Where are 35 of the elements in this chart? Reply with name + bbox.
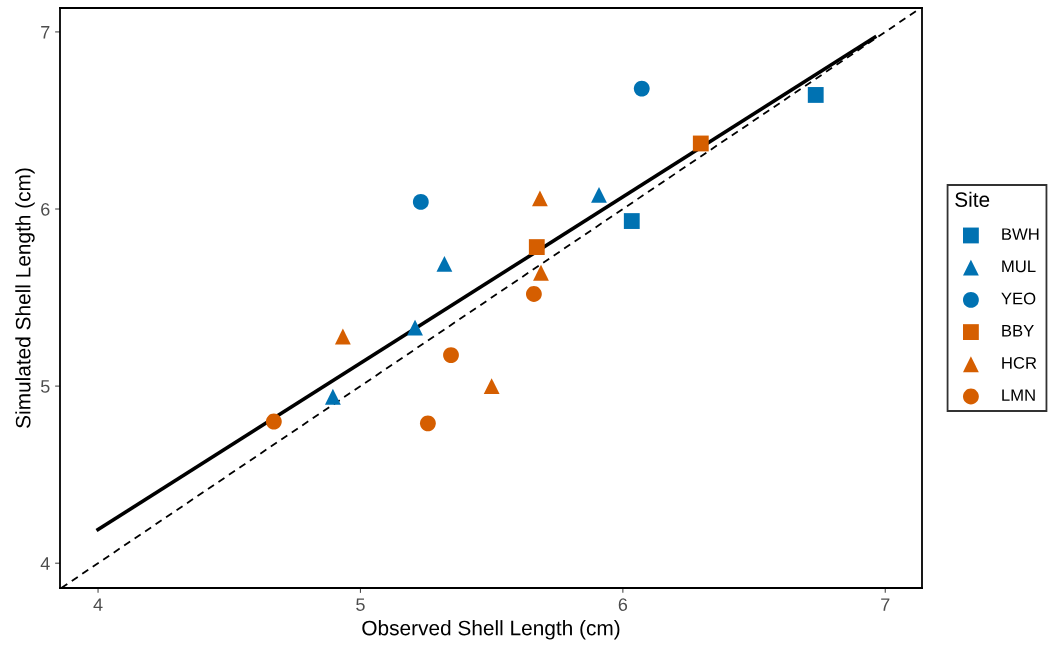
legend-label: HCR xyxy=(1002,357,1037,369)
y-tick-label: 6 xyxy=(41,202,50,216)
point xyxy=(692,135,709,152)
legend-label: BBY xyxy=(1002,324,1034,337)
legend-label: YEO xyxy=(1001,292,1036,305)
x-tick-label: 4 xyxy=(93,598,103,611)
point xyxy=(532,190,548,207)
point xyxy=(483,378,500,395)
x-axis-title: Observed Shell Length (cm) xyxy=(362,620,620,640)
point xyxy=(334,328,351,345)
point xyxy=(419,415,436,432)
y-tick-label: 7 xyxy=(41,26,50,39)
point xyxy=(528,239,545,255)
point xyxy=(525,286,542,302)
point xyxy=(443,347,459,364)
point xyxy=(633,80,650,97)
x-tick-label: 5 xyxy=(356,598,365,611)
y-tick-label: 4 xyxy=(40,557,50,570)
point xyxy=(407,319,423,336)
x-tick-label: 7 xyxy=(881,598,890,611)
point xyxy=(265,413,282,430)
y-tick-label: 5 xyxy=(40,380,50,393)
point xyxy=(807,87,824,103)
point xyxy=(324,388,341,405)
point xyxy=(533,264,549,281)
legend-label: BWH xyxy=(1002,228,1039,240)
legend-title: Site xyxy=(955,191,990,207)
legend-label: MUL xyxy=(1002,260,1036,273)
point xyxy=(412,194,429,210)
x-tick-label: 6 xyxy=(618,598,628,611)
point xyxy=(436,255,453,272)
legend-label: LMN xyxy=(1002,389,1035,401)
y-axis-title: Simulated Shell Length (cm) xyxy=(15,168,35,428)
point xyxy=(623,213,640,229)
point xyxy=(591,186,607,203)
